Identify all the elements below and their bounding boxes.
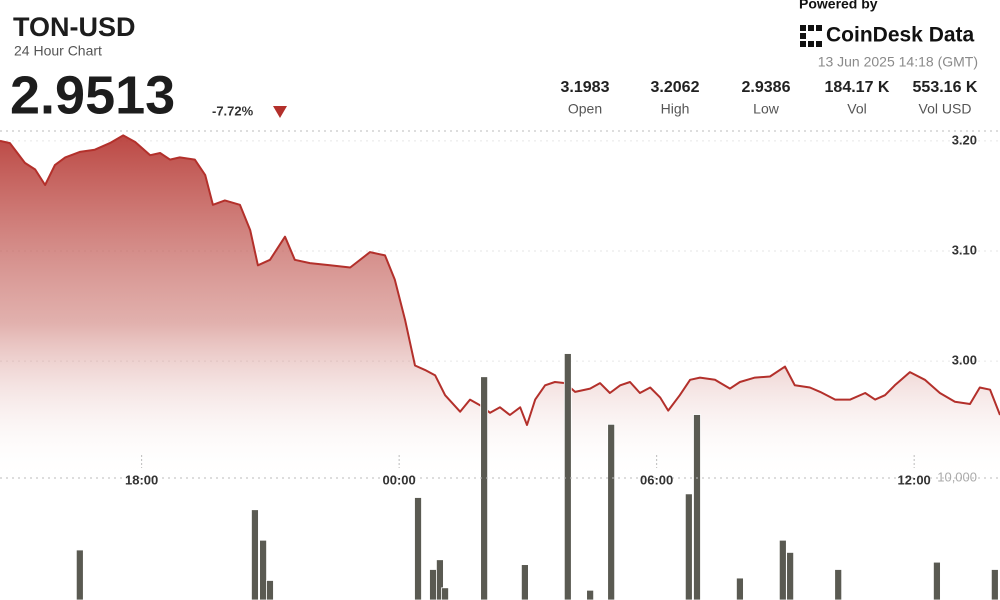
price: 2.9513 [10,65,175,125]
volume-bar [259,539,267,600]
x-tick-label: 00:00 [383,472,416,487]
volume-bar [693,414,701,600]
x-tick-label: 06:00 [640,472,673,487]
stat-value: 553.16 K [913,79,978,96]
stat-value: 184.17 K [825,79,890,96]
volume-bar [520,564,529,600]
volume-bar [414,497,422,600]
volume-bar [834,569,843,600]
price-area [0,135,1000,600]
stat-value: 2.9386 [742,79,791,96]
price-line [0,134,1000,426]
volume-bar [563,353,572,600]
stat-label: Vol USD [919,101,972,117]
y-tick-label: 3.10 [952,242,977,257]
stat-value: 3.2062 [651,79,700,96]
x-tick-label: 12:00 [898,472,931,487]
stat-label: Low [753,101,780,117]
brand-logo [800,25,822,47]
x-tick-label: 18:00 [125,472,158,487]
volume-bar [429,569,437,600]
series-layer [0,134,1000,600]
y2-tick-label: 10,000 [937,469,977,484]
stats: 3.1983 Open 3.2062 High 2.9386 Low 184.17 K Vol… [561,79,978,116]
volume-bar [786,552,795,600]
volume-bar [990,569,999,600]
volume-bar [736,577,744,600]
volume-bar [586,589,595,600]
volume-bar [933,561,941,600]
stat-label: Vol [847,101,866,117]
volume-bar [266,580,274,600]
powered-by: Powered by [799,0,878,12]
symbol: TON-USD [13,12,136,42]
brand: CoinDesk Data [826,24,975,47]
stat-label: Open [568,101,602,117]
volume-bar [607,423,616,600]
change: -7.72% [212,103,254,118]
volume-bar [778,539,787,600]
volume-bar [75,549,84,600]
timestamp: 13 Jun 2025 14:18 (GMT) [818,54,978,70]
subtitle: 24 Hour Chart [14,43,102,59]
volume-bar [480,376,489,600]
stat-value: 3.1983 [561,79,610,96]
volume-bar [684,493,693,600]
down-arrow [273,106,287,118]
plot-area: 18:00 00:00 06:00 12:00 3.00 3.10 3.20 10,000 [0,132,1000,600]
volume-bar [436,559,444,600]
y-tick-label: 3.00 [952,353,977,368]
volume-bar [251,509,259,600]
volume-bar [441,587,449,600]
y-tick-label: 3.20 [952,132,977,147]
stat-label: High [661,101,690,117]
